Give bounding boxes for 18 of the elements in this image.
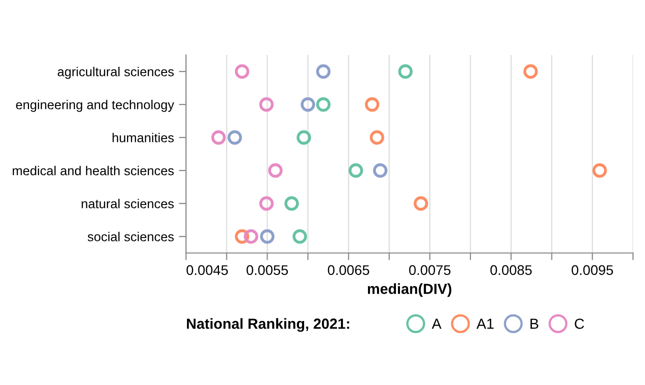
x-tick-label: 0.0095: [572, 265, 614, 276]
y-tick-label: medical and health sciences: [12, 166, 174, 176]
x-tick-label: 0.0045: [186, 265, 228, 276]
legend-label: A: [432, 318, 442, 329]
x-tick-label: 0.0055: [246, 265, 288, 276]
legend-title: National Ranking, 2021:: [186, 318, 350, 332]
y-tick-label: social sciences: [88, 232, 174, 242]
y-tick-label: engineering and technology: [16, 100, 174, 112]
y-tick-label: humanities: [112, 132, 174, 142]
x-tick-label: 0.0085: [490, 265, 532, 276]
x-tick-label: 0.0075: [409, 265, 450, 276]
legend-label: B: [530, 318, 538, 329]
legend-label: A1: [476, 318, 494, 329]
y-tick-label: natural sciences: [82, 198, 174, 208]
legend-label: C: [574, 318, 584, 329]
x-axis-title: median(DIV): [368, 283, 452, 297]
y-tick-label: agricultural sciences: [58, 66, 174, 79]
x-tick-label: 0.0065: [328, 265, 370, 276]
